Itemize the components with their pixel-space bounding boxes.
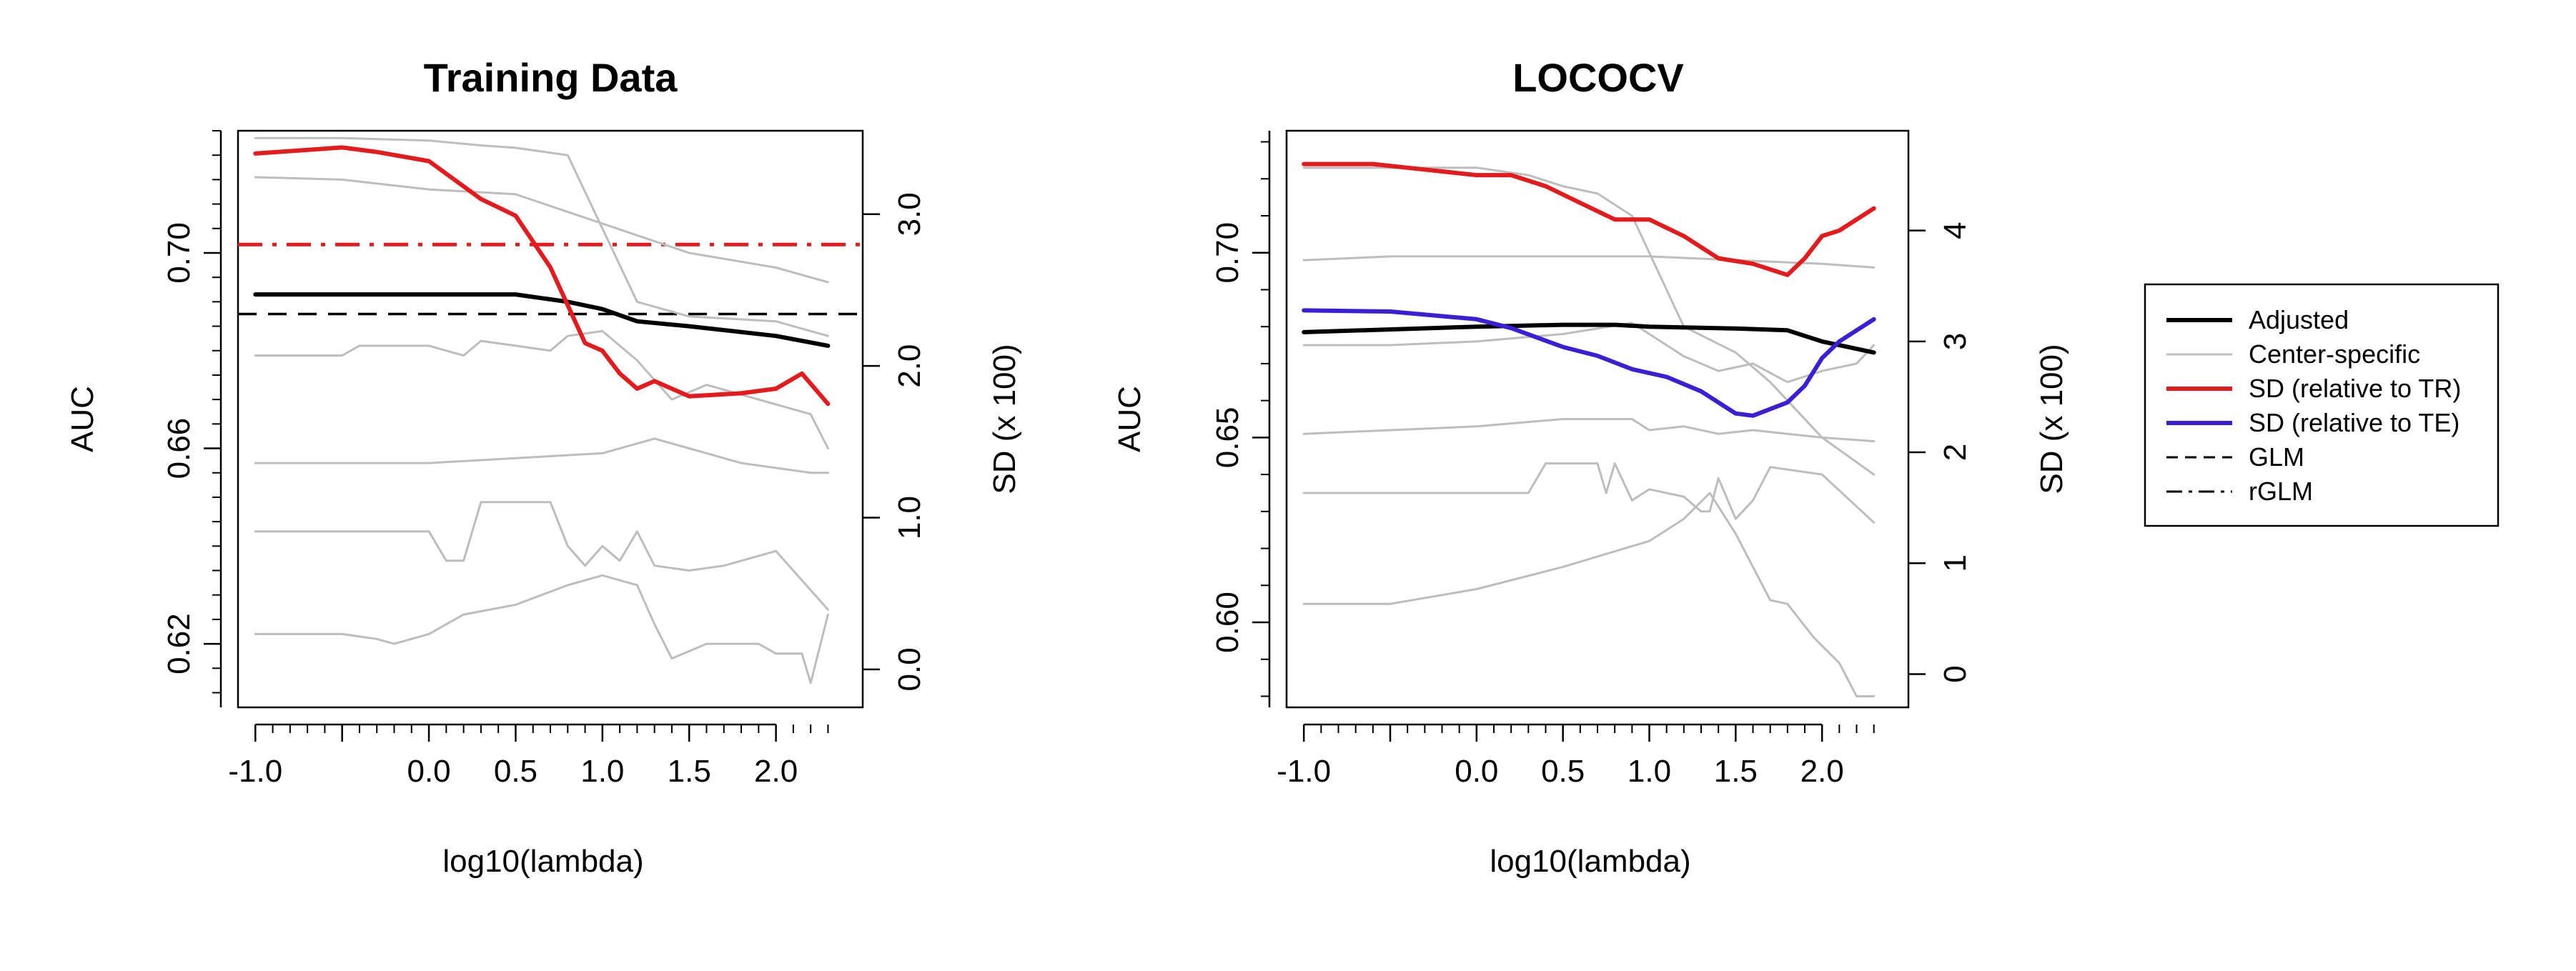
series-line-center-specific	[1302, 462, 1876, 524]
series-line-center-specific	[254, 176, 829, 284]
y2-tick-label: 2.0	[892, 344, 927, 388]
panel-lococv: -1.0 0.0 0.5 1.0 1.5 2.0 0.60 0.65 0.70 0 1 2 3 4 LOCO…	[1112, 55, 2069, 879]
legend-label: SD (relative to TR)	[2249, 374, 2461, 403]
plot-frame	[1285, 129, 1910, 709]
y-tick-label: 0.62	[162, 613, 197, 674]
x-tick-label: 2.0	[754, 754, 798, 789]
legend-label: Center-specific	[2249, 339, 2420, 369]
y-axis-label: AUC	[65, 386, 100, 452]
series-line-center-specific	[254, 574, 829, 684]
series-line-center-specific	[1302, 322, 1876, 384]
panel-training: -1.0 0.0 0.5 1.0 1.5 2.0 0.62 0.66 0.70 0.0 1.0 2.0…	[65, 55, 1022, 879]
legend-label: GLM	[2249, 442, 2304, 472]
series-line-center-specific	[1302, 492, 1876, 697]
series-line-center-specific	[254, 329, 829, 449]
series-line-center-specific	[254, 501, 829, 611]
series-line-center-specific	[1302, 418, 1876, 442]
legend-label: SD (relative to TE)	[2249, 408, 2459, 437]
series-line-sd-relative-to-tr	[1302, 161, 1876, 277]
x-tick-label: -1.0	[1277, 754, 1331, 789]
x-tick-label: -1.0	[228, 754, 282, 789]
series-line-center-specific	[1302, 166, 1876, 476]
legend-label: rGLM	[2249, 477, 2313, 506]
series-line-sd-relative-to-te	[1302, 308, 1876, 418]
series-line-adjusted	[253, 292, 831, 348]
plot-frame	[237, 129, 864, 709]
x-tick-label: 0.5	[1541, 754, 1585, 789]
x-tick-label: 0.0	[407, 754, 450, 789]
y2-tick-label: 1.0	[892, 496, 927, 539]
x-tick-label: 1.5	[1714, 754, 1758, 789]
legend: Adjusted Center-specific SD (relative to T…	[2144, 283, 2500, 527]
series-line-center-specific	[1302, 255, 1876, 269]
series-line-adjusted	[1302, 322, 1876, 355]
y2-tick-label: 3	[1938, 333, 1973, 350]
x-tick-label: 1.0	[580, 754, 624, 789]
y2-tick-label: 4	[1938, 221, 1973, 239]
y2-axis-label: SD (x 100)	[2034, 344, 2069, 494]
y-tick-label: 0.70	[1210, 222, 1245, 284]
x-axis-label: log10(lambda)	[1490, 844, 1690, 879]
y2-tick-label: 0	[1938, 665, 1973, 682]
x-tick-label: 0.0	[1455, 754, 1498, 789]
y-tick-label: 0.65	[1210, 407, 1245, 469]
y2-tick-label: 0.0	[892, 647, 927, 691]
series-line-center-specific	[254, 437, 829, 474]
y-tick-label: 0.66	[162, 418, 197, 479]
x-tick-label: 0.5	[494, 754, 538, 789]
y-tick-label: 0.60	[1210, 592, 1245, 653]
chart-title: Training Data	[424, 55, 678, 100]
legend-box	[2144, 283, 2500, 527]
series-line-center-specific	[254, 136, 829, 337]
y-tick-label: 0.70	[162, 222, 197, 284]
x-axis-label: log10(lambda)	[442, 844, 643, 879]
y-axis-label: AUC	[1112, 386, 1147, 452]
chart-title: LOCOCV	[1512, 55, 1684, 100]
y2-tick-label: 1	[1938, 554, 1973, 572]
series-line-sd-relative-to-tr	[253, 145, 831, 407]
y2-tick-label: 3.0	[892, 192, 927, 236]
x-tick-label: 2.0	[1800, 754, 1844, 789]
y2-axis-label: SD (x 100)	[987, 344, 1022, 494]
x-tick-label: 1.0	[1628, 754, 1671, 789]
y2-tick-label: 2	[1938, 444, 1973, 461]
legend-label: Adjusted	[2249, 305, 2349, 334]
x-tick-label: 1.5	[668, 754, 711, 789]
